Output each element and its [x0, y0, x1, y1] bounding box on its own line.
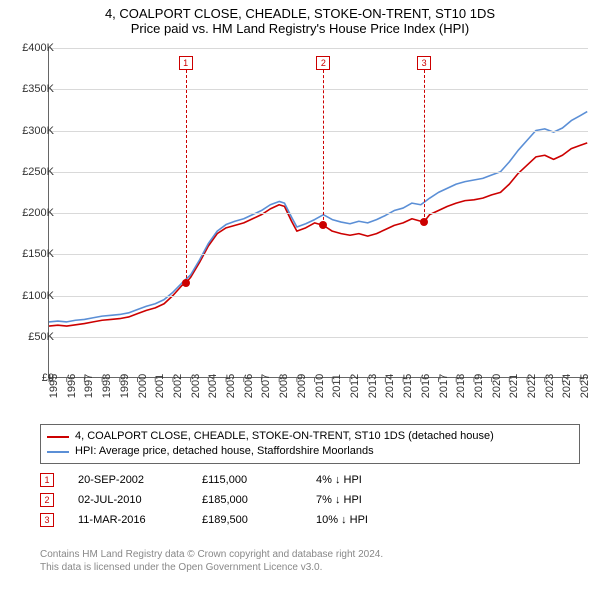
- transaction-row: 2 02-JUL-2010 £185,000 7% ↓ HPI: [40, 490, 580, 510]
- legend-box: 4, COALPORT CLOSE, CHEADLE, STOKE-ON-TRE…: [40, 424, 580, 464]
- x-tick-label: 2023: [544, 374, 556, 398]
- x-tick-label: 2017: [438, 374, 450, 398]
- x-tick-label: 2016: [420, 374, 432, 398]
- y-tick-label: £300K: [12, 125, 54, 137]
- x-tick-label: 2002: [172, 374, 184, 398]
- x-tick-label: 2004: [207, 374, 219, 398]
- x-tick-label: 1995: [48, 374, 60, 398]
- x-tick-label: 1999: [119, 374, 131, 398]
- y-tick-label: £150K: [12, 248, 54, 260]
- x-tick-label: 2010: [314, 374, 326, 398]
- gridline: [49, 254, 588, 255]
- title-line2: Price paid vs. HM Land Registry's House …: [0, 21, 600, 36]
- marker-dot: [319, 221, 327, 229]
- title-block: 4, COALPORT CLOSE, CHEADLE, STOKE-ON-TRE…: [0, 0, 600, 40]
- x-tick-label: 2024: [561, 374, 573, 398]
- gridline: [49, 337, 588, 338]
- tx-price: £115,000: [202, 474, 292, 486]
- y-tick-label: £350K: [12, 83, 54, 95]
- x-tick-label: 2011: [331, 374, 343, 398]
- x-tick-label: 2025: [579, 374, 591, 398]
- y-tick-label: £400K: [12, 42, 54, 54]
- title-line1: 4, COALPORT CLOSE, CHEADLE, STOKE-ON-TRE…: [0, 6, 600, 21]
- tx-price: £185,000: [202, 494, 292, 506]
- x-tick-label: 2012: [349, 374, 361, 398]
- series-line-property: [49, 143, 587, 326]
- x-tick-label: 1996: [66, 374, 78, 398]
- tx-delta: 10% ↓ HPI: [316, 514, 436, 526]
- marker-dash: [323, 70, 324, 225]
- x-tick-label: 2003: [190, 374, 202, 398]
- tx-date: 02-JUL-2010: [78, 494, 178, 506]
- tx-delta: 4% ↓ HPI: [316, 474, 436, 486]
- x-tick-label: 2013: [367, 374, 379, 398]
- legend-row: 4, COALPORT CLOSE, CHEADLE, STOKE-ON-TRE…: [47, 429, 573, 444]
- x-tick-label: 2018: [455, 374, 467, 398]
- tx-marker-box: 1: [40, 473, 54, 487]
- legend-row: HPI: Average price, detached house, Staf…: [47, 444, 573, 459]
- marker-dot: [182, 279, 190, 287]
- footer-line2: This data is licensed under the Open Gov…: [40, 561, 580, 574]
- x-tick-label: 2022: [526, 374, 538, 398]
- tx-date: 20-SEP-2002: [78, 474, 178, 486]
- x-tick-label: 2009: [296, 374, 308, 398]
- y-tick-label: £100K: [12, 290, 54, 302]
- series-line-hpi: [49, 112, 587, 322]
- tx-price: £189,500: [202, 514, 292, 526]
- transaction-row: 1 20-SEP-2002 £115,000 4% ↓ HPI: [40, 470, 580, 490]
- x-tick-label: 2021: [508, 374, 520, 398]
- tx-marker-box: 3: [40, 513, 54, 527]
- transaction-row: 3 11-MAR-2016 £189,500 10% ↓ HPI: [40, 510, 580, 530]
- tx-delta: 7% ↓ HPI: [316, 494, 436, 506]
- gridline: [49, 131, 588, 132]
- tx-date: 11-MAR-2016: [78, 514, 178, 526]
- legend-label: HPI: Average price, detached house, Staf…: [75, 444, 374, 459]
- x-tick-label: 1998: [101, 374, 113, 398]
- x-tick-label: 2014: [384, 374, 396, 398]
- y-tick-label: £50K: [12, 331, 54, 343]
- legend-swatch: [47, 436, 69, 438]
- chart-plot-area: 1 2 3: [48, 48, 588, 378]
- x-tick-label: 2015: [402, 374, 414, 398]
- x-tick-label: 2001: [154, 374, 166, 398]
- x-tick-label: 2020: [491, 374, 503, 398]
- gridline: [49, 213, 588, 214]
- y-tick-label: £250K: [12, 166, 54, 178]
- figure-container: 4, COALPORT CLOSE, CHEADLE, STOKE-ON-TRE…: [0, 0, 600, 590]
- footer-attribution: Contains HM Land Registry data © Crown c…: [40, 548, 580, 574]
- footer-line1: Contains HM Land Registry data © Crown c…: [40, 548, 580, 561]
- tx-marker-box: 2: [40, 493, 54, 507]
- gridline: [49, 48, 588, 49]
- marker-box: 3: [417, 56, 431, 70]
- marker-dash: [186, 70, 187, 283]
- x-tick-label: 2019: [473, 374, 485, 398]
- legend-swatch: [47, 451, 69, 453]
- y-tick-label: £200K: [12, 207, 54, 219]
- marker-box: 1: [179, 56, 193, 70]
- x-tick-label: 2005: [225, 374, 237, 398]
- gridline: [49, 89, 588, 90]
- marker-dash: [424, 70, 425, 222]
- x-tick-label: 1997: [83, 374, 95, 398]
- transactions-table: 1 20-SEP-2002 £115,000 4% ↓ HPI 2 02-JUL-2010…: [40, 470, 580, 530]
- marker-box: 2: [316, 56, 330, 70]
- gridline: [49, 296, 588, 297]
- marker-dot: [420, 218, 428, 226]
- legend-label: 4, COALPORT CLOSE, CHEADLE, STOKE-ON-TRE…: [75, 429, 494, 444]
- x-tick-label: 2006: [243, 374, 255, 398]
- x-tick-label: 2008: [278, 374, 290, 398]
- gridline: [49, 172, 588, 173]
- x-tick-label: 2007: [260, 374, 272, 398]
- x-tick-label: 2000: [137, 374, 149, 398]
